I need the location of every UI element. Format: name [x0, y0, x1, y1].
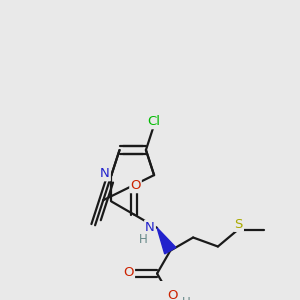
- Text: H: H: [182, 296, 191, 300]
- Text: O: O: [124, 266, 134, 279]
- Polygon shape: [157, 228, 176, 254]
- Text: N: N: [145, 221, 155, 234]
- Text: N: N: [100, 167, 110, 180]
- Text: Cl: Cl: [148, 115, 160, 128]
- Text: O: O: [130, 179, 141, 192]
- Text: H: H: [139, 232, 148, 246]
- Text: O: O: [167, 289, 178, 300]
- Text: S: S: [235, 218, 243, 231]
